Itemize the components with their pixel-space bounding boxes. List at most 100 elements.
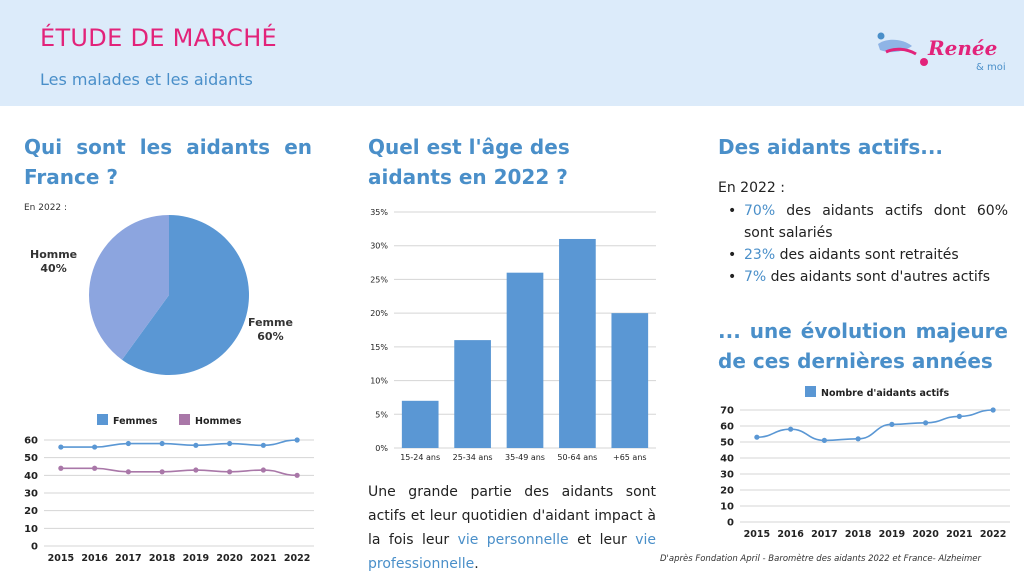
bullet-text: des aidants sont d'autres actifs	[766, 269, 990, 285]
pie-slice-homme	[89, 215, 169, 360]
y-tick-label: 0	[727, 518, 734, 529]
y-tick-label: 10	[720, 502, 734, 513]
list-item: 23% des aidants sont retraités	[726, 244, 1008, 266]
x-tick-label: 2016	[777, 529, 804, 540]
data-point	[260, 442, 266, 448]
actifs-line-chart: 0 10 20 30 40 50 60 70 2015 2016 2017 2018 2019 2020 2…	[720, 386, 1010, 540]
legend-swatch	[805, 386, 816, 397]
x-tick-label: 25-34 ans	[453, 453, 493, 462]
y-tick-label: 60	[720, 422, 734, 433]
data-point	[227, 440, 233, 447]
logo-sub: & moi	[976, 62, 1006, 73]
data-point	[754, 434, 760, 440]
y-tick-label: 0	[31, 542, 38, 553]
data-point	[990, 407, 996, 413]
x-tick-label: 2021	[946, 529, 972, 540]
x-tick-label: 2021	[250, 553, 276, 564]
y-tick-label: 30%	[370, 242, 388, 251]
data-point	[58, 465, 64, 471]
legend-swatch	[97, 414, 108, 425]
x-tick-label: 2015	[48, 553, 74, 564]
y-tick-label: 20	[720, 486, 734, 497]
data-point	[260, 467, 266, 473]
list-item: 7% des aidants sont d'autres actifs	[726, 266, 1008, 288]
page-title: ÉTUDE DE MARCHÉ	[40, 24, 278, 52]
pie-label-homme-name: Homme	[30, 248, 78, 261]
y-tick-label: 50	[24, 453, 38, 464]
para-highlight-1: vie personnelle	[457, 532, 569, 548]
pie-label-homme-pct: 40%	[40, 262, 67, 275]
data-point	[956, 413, 962, 419]
x-tick-label: 2017	[811, 529, 837, 540]
page-subtitle: Les malades et les aidants	[40, 70, 253, 89]
legend-label: Hommes	[195, 416, 242, 427]
x-tick-label: 2020	[216, 553, 243, 564]
y-tick-label: 70	[720, 406, 734, 417]
x-tick-label: 2017	[115, 553, 141, 564]
x-tick-label: 2018	[149, 553, 176, 564]
col1-note: En 2022 :	[24, 203, 68, 213]
data-point	[159, 440, 165, 447]
x-tick-label: 2020	[912, 529, 939, 540]
x-tick-label: 35-49 ans	[505, 453, 545, 462]
y-tick-label: 30	[24, 489, 38, 500]
logo-name: Renée	[928, 36, 998, 60]
para-text-2: et leur	[568, 532, 636, 548]
col3-bullet-list: 70% des aidants actifs dont 60% sont sal…	[726, 200, 1008, 288]
y-tick-label: 40	[720, 454, 734, 465]
pie-label-femme-pct: 60%	[257, 330, 284, 343]
data-point	[193, 467, 199, 473]
legend-label: Femmes	[113, 416, 158, 427]
data-point	[889, 421, 895, 427]
col2-paragraph: Une grande partie des aidants sont actif…	[368, 480, 656, 576]
x-tick-label: 50-64 ans	[557, 453, 597, 462]
header-banner: ÉTUDE DE MARCHÉ Les malades et les aidan…	[0, 0, 1024, 106]
bullet-highlight: 70%	[744, 203, 776, 219]
y-tick-label: 15%	[370, 343, 388, 352]
source-note: D'après Fondation April - Baromètre des …	[660, 554, 981, 564]
data-point	[788, 426, 794, 432]
bullet-text: des aidants actifs dont 60% sont salarié…	[744, 203, 1008, 241]
y-tick-label: 5%	[375, 410, 388, 419]
col3-title2: ... une évolution majeure de ces dernièr…	[718, 319, 1008, 373]
y-tick-label: 10%	[370, 377, 388, 386]
bar	[506, 272, 544, 448]
col3-title: Des aidants actifs...	[718, 135, 944, 159]
data-point	[923, 420, 929, 426]
data-point	[855, 436, 861, 442]
y-tick-label: 10	[24, 524, 38, 535]
x-tick-label: 2016	[81, 553, 108, 564]
para-highlight-2: vie professionnelle	[368, 532, 656, 572]
pie-label-femme: Femme 60%	[248, 316, 293, 344]
y-tick-label: 0%	[375, 444, 388, 453]
col3-intro: En 2022 :	[718, 180, 785, 196]
y-tick-label: 40	[24, 471, 38, 482]
bar	[559, 238, 596, 448]
para-text-1: Une grande partie des aidants sont actif…	[368, 484, 656, 548]
y-tick-label: 50	[720, 438, 734, 449]
data-point	[125, 440, 131, 447]
pie-slice-femme	[121, 215, 249, 375]
logo: Renée & moi	[872, 32, 1012, 78]
logo-icon	[877, 32, 928, 66]
y-tick-label: 25%	[370, 275, 388, 284]
age-bar-chart: 0% 5% 10% 15% 20% 25% 30% 35% 15-24 ans 25-34 ans…	[370, 208, 656, 462]
data-point	[227, 469, 233, 475]
pie-label-homme: Homme 40%	[30, 248, 77, 276]
data-point	[159, 469, 165, 475]
series-line	[60, 439, 298, 448]
y-tick-label: 60	[24, 436, 38, 447]
para-text-3: .	[474, 556, 479, 572]
gender-pie-chart	[89, 215, 249, 375]
data-point	[193, 442, 199, 448]
series-line	[60, 467, 298, 477]
x-tick-label: 2019	[183, 553, 209, 564]
y-tick-label: 20%	[370, 309, 388, 318]
bullet-highlight: 23%	[744, 247, 776, 263]
bullet-text: des aidants sont retraités	[775, 247, 959, 263]
x-tick-label: 2022	[284, 553, 310, 564]
y-tick-label: 35%	[370, 208, 388, 217]
legend-label: Nombre d'aidants actifs	[821, 388, 949, 399]
data-point	[821, 437, 827, 443]
x-tick-label: 2022	[980, 529, 1006, 540]
